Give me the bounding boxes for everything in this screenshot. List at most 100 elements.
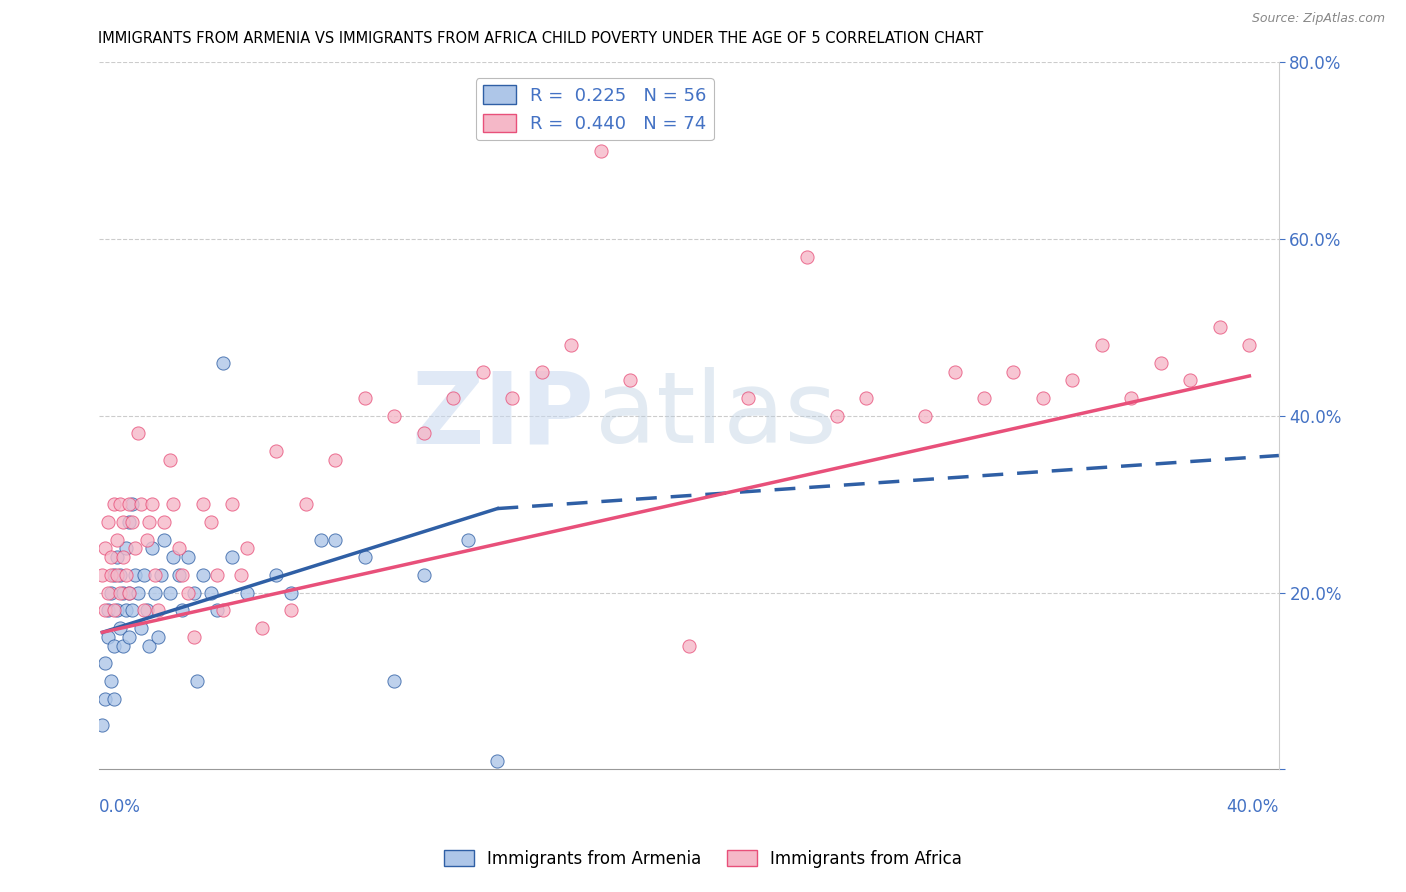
Point (105, 567, 128, 582)
Point (412, 426, 434, 441)
Point (486, 754, 509, 768)
Point (94, 657, 117, 671)
Point (207, 603, 229, 617)
Point (145, 567, 167, 582)
Point (212, 603, 235, 617)
Point (118, 630, 141, 644)
Text: Source: ZipAtlas.com: Source: ZipAtlas.com (1251, 12, 1385, 25)
Point (121, 497, 143, 511)
Point (236, 585, 259, 599)
Point (441, 391, 464, 405)
Point (825, 409, 848, 423)
Point (121, 603, 143, 617)
Point (100, 550, 122, 565)
Point (1150, 356, 1173, 370)
Point (100, 673, 122, 688)
Point (1062, 373, 1084, 387)
Point (105, 550, 128, 565)
Point (94, 541, 117, 556)
Point (94, 691, 117, 706)
Point (132, 603, 155, 617)
Point (167, 567, 190, 582)
Point (170, 567, 193, 582)
Point (855, 391, 877, 405)
Point (501, 391, 523, 405)
Point (1239, 338, 1261, 352)
Point (103, 691, 125, 706)
Point (914, 409, 936, 423)
Point (619, 373, 641, 387)
Point (1121, 391, 1143, 405)
Point (111, 639, 134, 653)
Point (530, 365, 553, 379)
Point (200, 585, 222, 599)
Point (353, 550, 375, 565)
Point (323, 453, 346, 467)
Point (129, 497, 152, 511)
Point (94, 603, 117, 617)
Text: IMMIGRANTS FROM ARMENIA VS IMMIGRANTS FROM AFRICA CHILD POVERTY UNDER THE AGE OF: IMMIGRANTS FROM ARMENIA VS IMMIGRANTS FR… (98, 31, 984, 46)
Point (177, 550, 200, 565)
Point (115, 567, 138, 582)
Point (191, 497, 214, 511)
Point (560, 338, 582, 352)
Point (153, 533, 176, 547)
Point (118, 497, 141, 511)
Point (108, 567, 131, 582)
Point (280, 585, 302, 599)
Point (159, 585, 181, 599)
Text: 0.0%: 0.0% (100, 797, 141, 816)
Point (108, 585, 131, 599)
Point (207, 567, 229, 582)
Point (103, 497, 125, 511)
Point (103, 603, 125, 617)
Point (91, 567, 114, 582)
Point (135, 603, 157, 617)
Point (457, 533, 479, 547)
Point (177, 585, 200, 599)
Point (266, 567, 288, 582)
Text: ZIP: ZIP (412, 368, 595, 464)
Point (212, 356, 235, 370)
Point (412, 567, 434, 582)
Point (138, 639, 160, 653)
Point (183, 630, 205, 644)
Point (1091, 338, 1114, 352)
Point (150, 567, 173, 582)
Point (100, 567, 122, 582)
Point (221, 550, 243, 565)
Point (97, 630, 120, 644)
Point (323, 533, 346, 547)
Point (111, 585, 134, 599)
Point (103, 639, 125, 653)
Point (973, 391, 995, 405)
Point (91, 718, 114, 732)
Text: atlas: atlas (595, 368, 837, 464)
Point (796, 250, 818, 264)
Point (589, 144, 612, 158)
Point (141, 497, 163, 511)
Point (118, 585, 141, 599)
Point (191, 567, 214, 582)
Point (1032, 391, 1054, 405)
Point (229, 567, 252, 582)
Point (118, 515, 141, 529)
Point (115, 603, 138, 617)
Point (135, 533, 157, 547)
Point (153, 515, 176, 529)
Point (148, 630, 170, 644)
Point (266, 444, 288, 458)
Point (250, 621, 273, 635)
Point (97, 515, 120, 529)
Legend: R =  0.225   N = 56, R =  0.440   N = 74: R = 0.225 N = 56, R = 0.440 N = 74 (475, 78, 714, 140)
Point (294, 497, 316, 511)
Point (111, 515, 134, 529)
Point (1180, 373, 1202, 387)
Point (382, 409, 405, 423)
Point (124, 541, 146, 556)
Point (678, 639, 700, 653)
Point (141, 541, 163, 556)
Point (132, 567, 155, 582)
Point (159, 453, 181, 467)
Point (382, 673, 405, 688)
